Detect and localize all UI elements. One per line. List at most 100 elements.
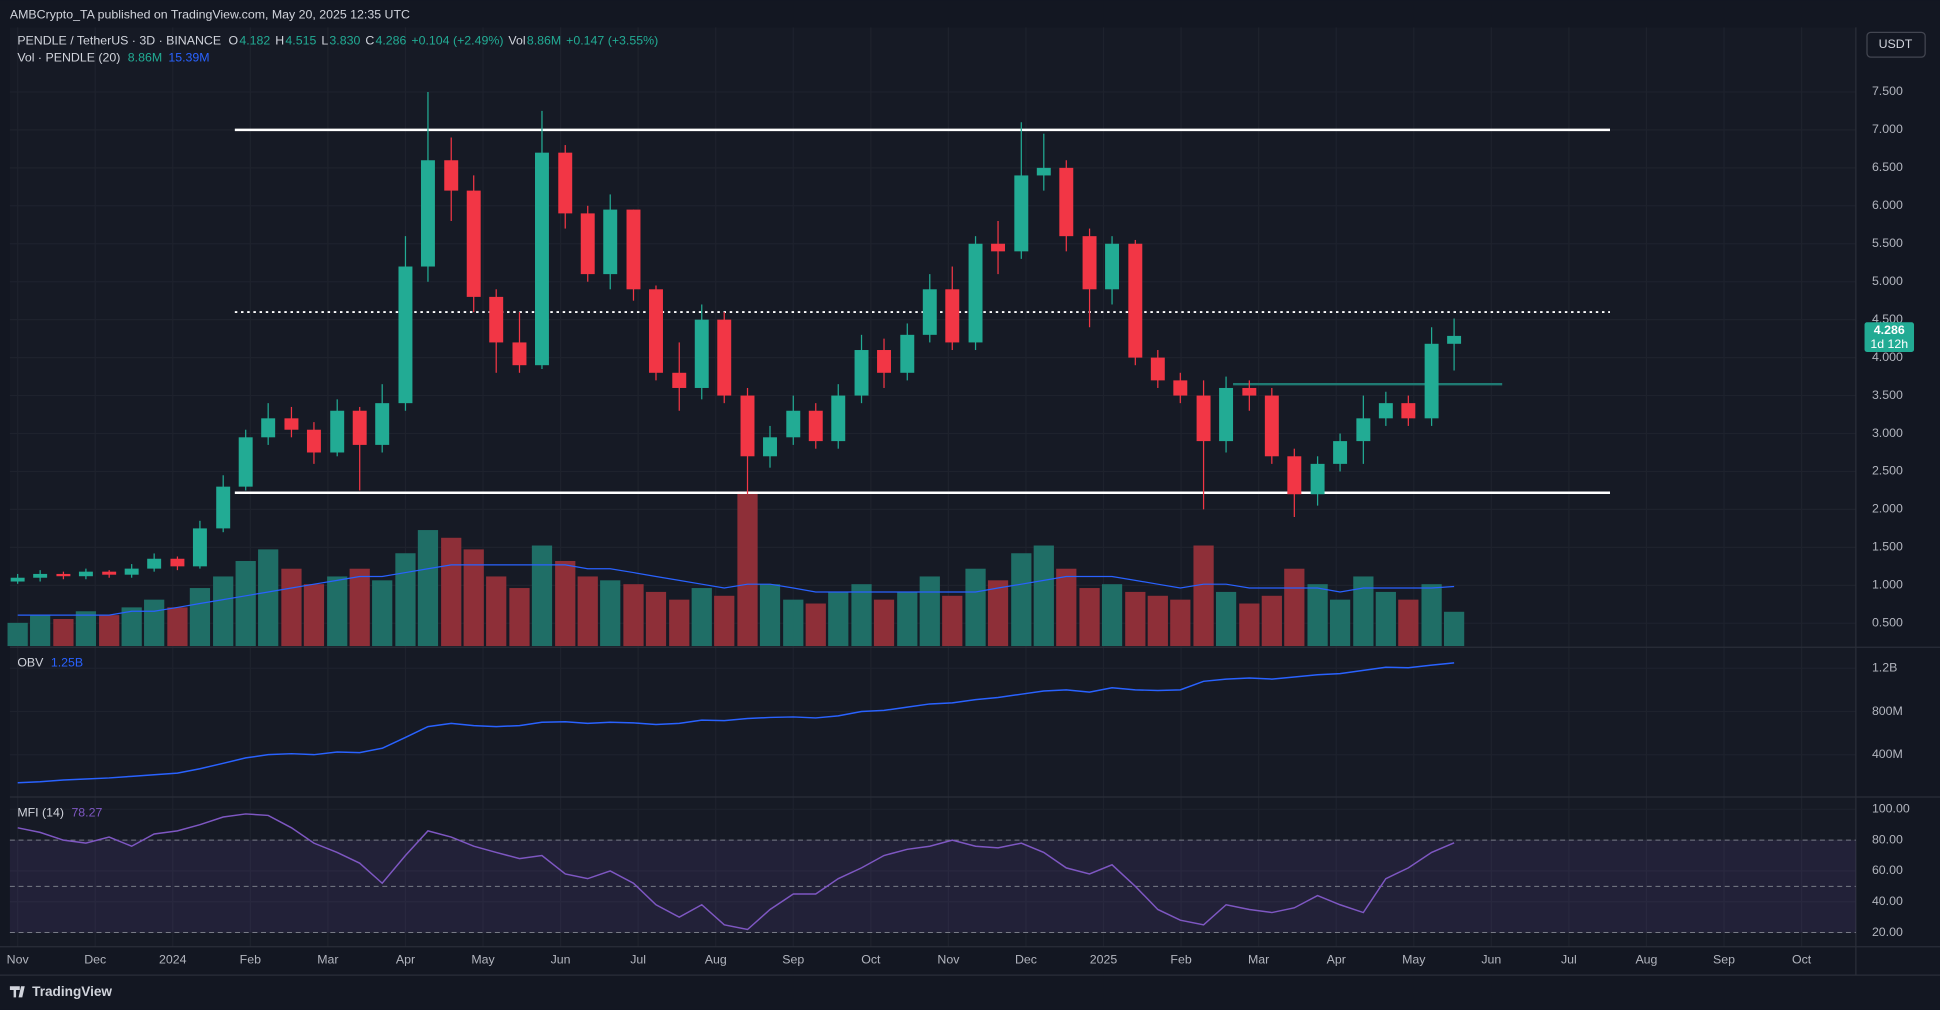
volume-bar: [1239, 603, 1260, 647]
volume-bar: [1215, 591, 1237, 647]
y-tick-label: 5.500: [1872, 236, 1903, 250]
volume-bar: [942, 595, 963, 647]
candle-body: [1219, 387, 1234, 442]
volume-bar: [1056, 568, 1077, 647]
symbol: PENDLE / TetherUS · 3D · BINANCE: [17, 33, 221, 47]
y-tick-label: 4.000: [1872, 350, 1903, 364]
volume-bar: [372, 580, 393, 647]
candle-body: [603, 209, 618, 275]
candle-body: [968, 243, 983, 343]
candle-body: [1264, 395, 1279, 457]
candle-body: [284, 418, 299, 430]
candle-body: [900, 334, 915, 373]
publisher: AMBCrypto_TA published on TradingView.co…: [10, 7, 410, 21]
logo-icon: [9, 986, 25, 998]
candle-body: [375, 403, 390, 445]
candle-body: [649, 289, 663, 373]
ohlc-value: 3.830: [329, 33, 360, 47]
x-tick-label: Apr: [1327, 953, 1346, 967]
volume-bar: [486, 576, 507, 647]
candle-body: [626, 209, 641, 290]
candle-body: [1059, 167, 1074, 237]
candle-body: [124, 568, 139, 575]
volume-bar: [555, 560, 576, 647]
candle-body: [261, 418, 276, 438]
candle-body: [1447, 335, 1462, 344]
x-tick-label: 2025: [1090, 953, 1118, 967]
candle-body: [216, 486, 231, 529]
candle-body: [1196, 395, 1211, 442]
volume-bar: [189, 588, 211, 647]
volume-bar: [1307, 584, 1328, 647]
candle-body: [306, 429, 321, 453]
mfi-tick-label: 60.00: [1872, 863, 1903, 877]
y-tick-label: 3.000: [1872, 426, 1903, 440]
candle-body: [147, 558, 162, 569]
vol-key: Vol: [508, 33, 525, 47]
x-tick-label: Sep: [782, 953, 804, 967]
vol-change: +0.147 (+3.55%): [566, 33, 658, 47]
currency[interactable]: USDT: [1879, 37, 1913, 51]
volume-bar: [1011, 553, 1032, 647]
obv-tick-label: 400M: [1872, 747, 1903, 761]
candle-body: [1128, 243, 1143, 358]
candle-body: [1378, 403, 1393, 419]
ohlc-key: H: [275, 33, 284, 47]
candle-body: [763, 437, 777, 457]
volume-bar: [759, 584, 781, 647]
last-price-box: [1864, 322, 1915, 352]
volume-bar: [258, 549, 279, 647]
volume-bar: [1398, 599, 1419, 647]
volume-bar: [577, 576, 598, 647]
y-tick-label: 1.000: [1872, 578, 1903, 592]
y-tick-label: 5.000: [1872, 274, 1903, 288]
volume-bar: [691, 588, 712, 647]
volume-bar: [965, 568, 986, 647]
candle-body: [489, 296, 504, 343]
volume-bar: [463, 549, 484, 647]
y-tick-label: 1.500: [1872, 540, 1903, 554]
volume-bar: [737, 491, 758, 647]
candle-body: [444, 160, 459, 191]
candle-body: [558, 152, 573, 214]
x-tick-label: Jun: [551, 953, 571, 967]
volume-bar: [281, 568, 302, 647]
currency-button[interactable]: [1866, 31, 1926, 58]
volume-bar: [828, 591, 849, 647]
candle-body: [238, 437, 253, 487]
candle-body: [786, 410, 801, 438]
mfi-tick-label: 80.00: [1872, 832, 1903, 846]
volume-bar: [1033, 545, 1054, 647]
volume-bar: [167, 607, 188, 647]
x-tick-label: Feb: [240, 953, 261, 967]
x-tick-label: Feb: [1170, 953, 1191, 967]
candle-body: [1105, 243, 1120, 290]
mfi-line: [17, 813, 1455, 931]
volume-bar: [213, 576, 234, 647]
volume-bar: [121, 607, 142, 647]
volume-bar: [531, 545, 553, 647]
candle-body: [56, 573, 71, 577]
candle-body: [580, 213, 595, 275]
ohlc-key: O: [229, 33, 239, 47]
candle-body: [854, 350, 869, 396]
logo: [9, 986, 25, 998]
candle-body: [192, 528, 207, 567]
ohlc-key: L: [321, 33, 328, 47]
candle-body: [352, 410, 367, 445]
x-tick-label: Jun: [1481, 953, 1501, 967]
ohlc-value: 4.515: [285, 33, 316, 47]
volume-bar: [303, 584, 325, 647]
volume-bar: [1261, 595, 1282, 647]
candle-body: [78, 571, 93, 577]
countdown: 1d 12h: [1870, 337, 1908, 351]
ohlc-key: C: [365, 33, 374, 47]
volume-bar: [805, 603, 826, 647]
y-tick-label: 6.500: [1872, 160, 1903, 174]
candle-body: [922, 289, 937, 335]
candle-body: [512, 342, 527, 366]
candle-body: [1401, 403, 1416, 419]
volume-bar: [75, 611, 97, 647]
x-tick-label: Dec: [84, 953, 106, 967]
volume-bar: [1443, 611, 1465, 647]
